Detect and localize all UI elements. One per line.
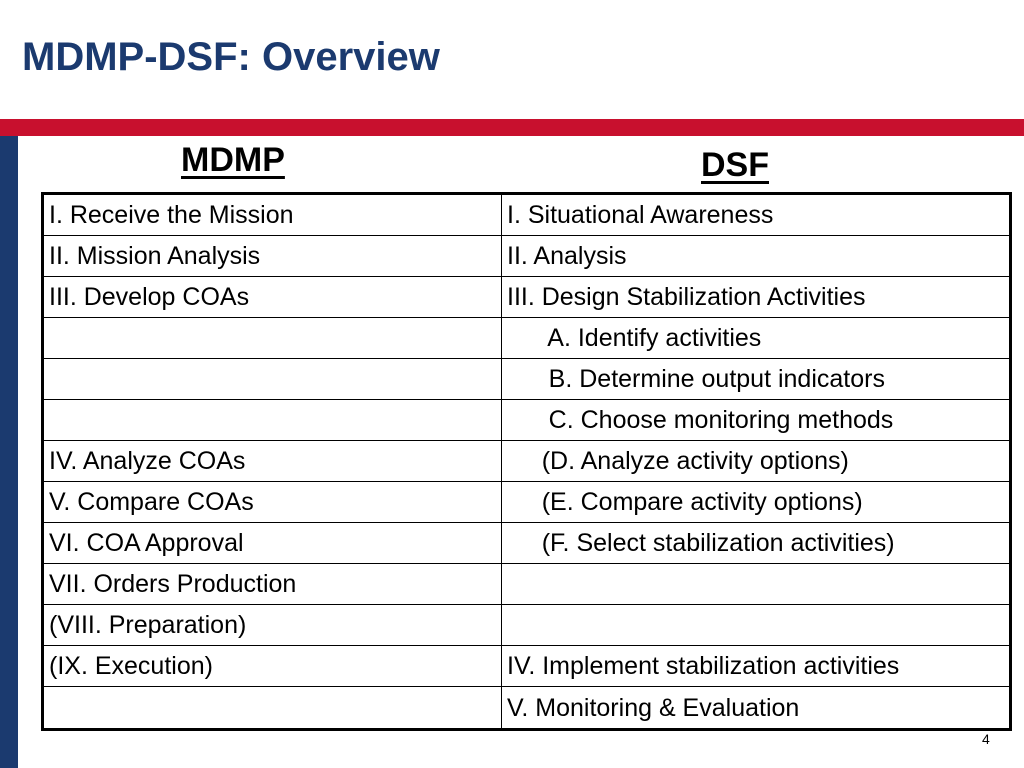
dsf-cell: I. Situational Awareness (501, 193, 1011, 236)
table-row: V. Compare COAs (E. Compare activity opt… (42, 481, 1011, 523)
table-row: IV. Analyze COAs (D. Analyze activity op… (42, 440, 1011, 482)
mdmp-cell: III. Develop COAs (42, 276, 502, 318)
table-row: VI. COA Approval (F. Select stabilizatio… (42, 522, 1011, 564)
table-row: (IX. Execution) IV. Implement stabilizat… (42, 645, 1011, 687)
red-divider-bar (0, 119, 1024, 136)
mdmp-cell: V. Compare COAs (42, 481, 502, 523)
mdmp-cell (42, 317, 502, 359)
dsf-cell: II. Analysis (501, 235, 1011, 277)
mdmp-cell: II. Mission Analysis (42, 235, 502, 277)
mdmp-cell: (VIII. Preparation) (42, 604, 502, 646)
table-row: III. Develop COAs III. Design Stabilizat… (42, 276, 1011, 318)
dsf-cell: (E. Compare activity options) (501, 481, 1011, 523)
table-row: II. Mission Analysis II. Analysis (42, 235, 1011, 277)
mdmp-cell: I. Receive the Mission (42, 193, 502, 236)
dsf-cell (501, 563, 1011, 605)
table-row: A. Identify activities (42, 317, 1011, 359)
mdmp-cell: VII. Orders Production (42, 563, 502, 605)
mdmp-cell: VI. COA Approval (42, 522, 502, 564)
table-row: B. Determine output indicators (42, 358, 1011, 400)
table-row: VII. Orders Production (42, 563, 1011, 605)
navy-side-bar (0, 136, 18, 768)
slide-title: MDMP-DSF: Overview (22, 35, 440, 79)
dsf-cell: IV. Implement stabilization activities (501, 645, 1011, 687)
mdmp-cell (42, 399, 502, 441)
dsf-cell: V. Monitoring & Evaluation (501, 686, 1011, 730)
table-row: I. Receive the Mission I. Situational Aw… (42, 193, 1011, 236)
mdmp-cell: IV. Analyze COAs (42, 440, 502, 482)
dsf-cell: B. Determine output indicators (501, 358, 1011, 400)
dsf-cell: (D. Analyze activity options) (501, 440, 1011, 482)
dsf-column-header: DSF (701, 146, 769, 184)
dsf-cell: III. Design Stabilization Activities (501, 276, 1011, 318)
dsf-cell: (F. Select stabilization activities) (501, 522, 1011, 564)
mdmp-cell (42, 686, 502, 730)
dsf-cell (501, 604, 1011, 646)
dsf-cell: A. Identify activities (501, 317, 1011, 359)
comparison-table: I. Receive the Mission I. Situational Aw… (41, 192, 1012, 731)
table-row: C. Choose monitoring methods (42, 399, 1011, 441)
mdmp-cell (42, 358, 502, 400)
table-row: (VIII. Preparation) (42, 604, 1011, 646)
slide-number: 4 (982, 731, 990, 747)
dsf-cell: C. Choose monitoring methods (501, 399, 1011, 441)
table-row: V. Monitoring & Evaluation (42, 686, 1011, 730)
mdmp-cell: (IX. Execution) (42, 645, 502, 687)
mdmp-column-header: MDMP (181, 141, 285, 179)
